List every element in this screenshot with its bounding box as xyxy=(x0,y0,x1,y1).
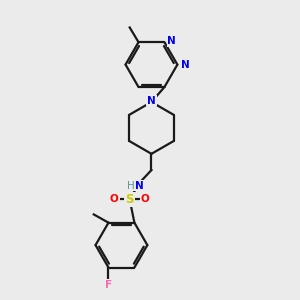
Text: O: O xyxy=(110,194,119,205)
Text: H: H xyxy=(127,181,135,190)
Text: S: S xyxy=(125,193,134,206)
Text: N: N xyxy=(181,60,190,70)
Text: N: N xyxy=(147,95,156,106)
Text: F: F xyxy=(105,280,112,290)
Text: N: N xyxy=(135,181,144,190)
Text: O: O xyxy=(141,194,149,205)
Text: N: N xyxy=(167,36,176,46)
